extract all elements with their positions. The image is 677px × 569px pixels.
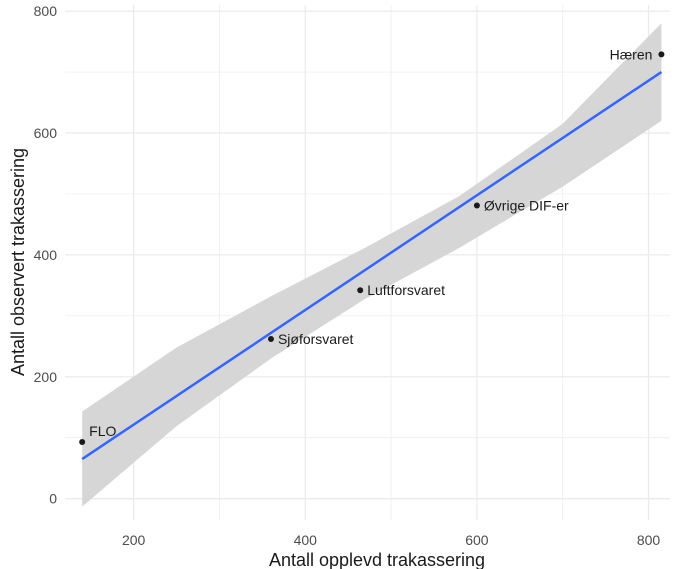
y-tick-label: 200 (34, 369, 58, 385)
data-point (267, 335, 274, 342)
point-label: FLO (89, 423, 116, 439)
point-label: Øvrige DIF-er (484, 198, 569, 214)
trend-line (81, 71, 663, 461)
y-tick-label: 400 (34, 247, 58, 263)
x-tick-label: 200 (122, 532, 146, 548)
trend-line-group (81, 71, 663, 461)
point-label: Hæren (610, 46, 653, 62)
tick-labels: 200 400 600 800 0 200 400 600 800 (34, 3, 661, 548)
y-tick-label: 600 (34, 125, 58, 141)
x-tick-label: 800 (637, 532, 661, 548)
y-axis-title: Antall observert trakassering (8, 148, 28, 376)
point-label: Sjøforsvaret (278, 331, 354, 347)
point-label: Luftforsvaret (367, 282, 445, 298)
y-tick-label: 0 (49, 491, 57, 507)
data-point (658, 51, 665, 58)
x-tick-label: 600 (465, 532, 489, 548)
data-points: FLO Sjøforsvaret Luftforsvaret Øvrige DIF-e… (79, 46, 665, 445)
x-tick-label: 400 (294, 532, 318, 548)
y-tick-label: 800 (34, 3, 58, 19)
data-point (79, 438, 86, 445)
data-point (473, 202, 480, 209)
data-point (357, 287, 364, 294)
x-axis-title: Antall opplevd trakassering (269, 550, 485, 569)
